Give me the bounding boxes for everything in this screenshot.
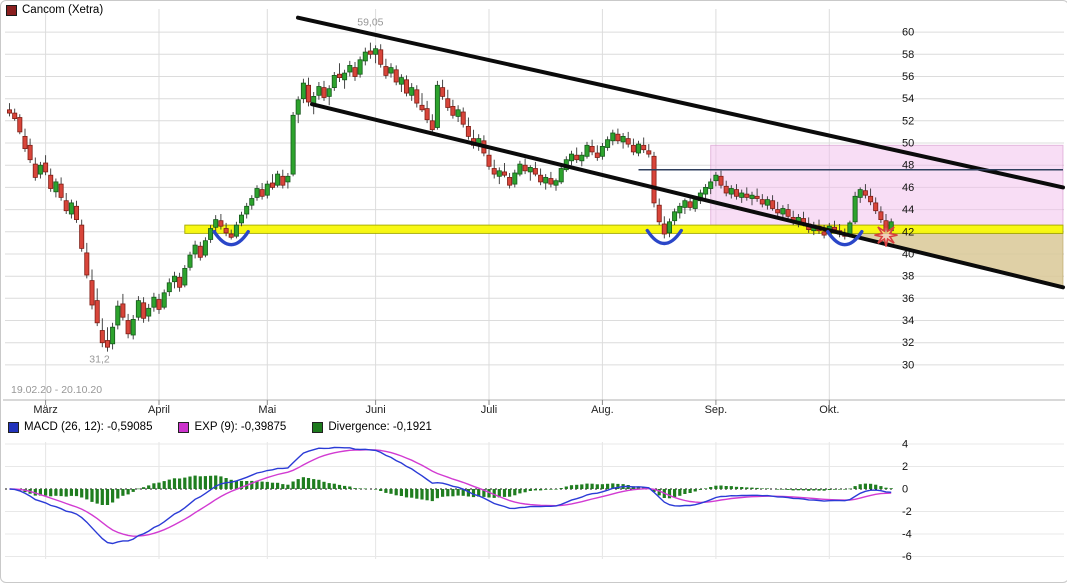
svg-text:30: 30 — [902, 359, 914, 371]
chart-header: Cancom (Xetra) — [6, 4, 103, 16]
svg-text:-4: -4 — [902, 529, 912, 541]
price-axis-labels: 30 32 34 36 38 40 42 44 46 48 50 52 54 56 58 60 — [902, 27, 914, 372]
yellow-support-band — [184, 224, 1064, 234]
svg-text:-2: -2 — [902, 506, 912, 518]
macd-legend-item: Divergence: -0,1921 — [312, 421, 432, 433]
macd-legend-label: MACD (26, 12): -0,59085 — [24, 421, 153, 433]
analysis-zones — [184, 144, 1064, 288]
macd-line-swatch — [8, 421, 19, 433]
signal-line-swatch — [178, 421, 190, 433]
svg-text:Juli: Juli — [481, 404, 498, 416]
price-annotations: 59,05 31,2 19.02.20 - 20.10.20 — [11, 17, 384, 396]
svg-text:60: 60 — [902, 27, 914, 39]
svg-text:4: 4 — [902, 439, 908, 451]
svg-text:54: 54 — [902, 93, 914, 105]
blue-arc-marker — [826, 230, 864, 247]
macd-legend-item: MACD (26, 12): -0,59085 — [8, 421, 152, 433]
svg-text:48: 48 — [902, 160, 914, 172]
pink-resistance-zone — [710, 144, 1064, 226]
macd-histogram — [13, 475, 893, 505]
svg-text:April: April — [148, 404, 170, 416]
svg-text:19.02.20 - 20.10.20: 19.02.20 - 20.10.20 — [11, 384, 102, 396]
red-star-marker — [874, 223, 898, 247]
macd-gridlines — [5, 443, 1064, 557]
svg-text:59,05: 59,05 — [357, 17, 383, 29]
svg-text:34: 34 — [902, 315, 914, 327]
svg-text:58: 58 — [902, 49, 914, 61]
series-color-swatch — [6, 4, 17, 16]
chart-title: Cancom (Xetra) — [22, 4, 104, 16]
svg-text:38: 38 — [902, 271, 914, 283]
svg-text:31,2: 31,2 — [89, 354, 110, 366]
svg-text:44: 44 — [902, 204, 914, 216]
blue-arc-marker — [645, 228, 683, 246]
macd-legend-item: EXP (9): -0,39875 — [178, 421, 286, 433]
signal-line — [9, 449, 892, 537]
svg-text:März: März — [33, 404, 57, 416]
channel-lower-line — [310, 102, 1065, 290]
svg-text:56: 56 — [902, 71, 914, 83]
signal-legend-label: EXP (9): -0,39875 — [194, 421, 287, 433]
svg-text:46: 46 — [902, 182, 914, 194]
macd-legend: MACD (26, 12): -0,59085 EXP (9): -0,3987… — [8, 421, 432, 433]
svg-text:Juni: Juni — [366, 404, 386, 416]
svg-text:Aug.: Aug. — [591, 404, 614, 416]
svg-text:36: 36 — [902, 293, 914, 305]
svg-text:Sep.: Sep. — [705, 404, 728, 416]
time-axis: März April Mai Juni Juli Aug. Sep. Okt. — [3, 399, 1065, 416]
divergence-swatch — [312, 421, 324, 433]
blue-arc-marker — [212, 230, 250, 247]
svg-text:Okt.: Okt. — [819, 404, 839, 416]
svg-text:42: 42 — [902, 226, 914, 238]
channel-upper-line — [296, 15, 1065, 190]
svg-text:50: 50 — [902, 138, 914, 150]
support-touch-arcs — [212, 223, 898, 247]
svg-text:2: 2 — [902, 461, 908, 473]
price-gridlines — [5, 31, 1064, 366]
svg-text:52: 52 — [902, 115, 914, 127]
divergence-legend-label: Divergence: -0,1921 — [328, 421, 432, 433]
macd-line — [9, 446, 892, 545]
svg-text:-6: -6 — [902, 551, 912, 563]
svg-text:32: 32 — [902, 337, 914, 349]
macd-axis-labels: 4 2 0 -2 -4 -6 — [902, 439, 912, 564]
svg-text:40: 40 — [902, 249, 914, 261]
svg-text:0: 0 — [902, 484, 908, 496]
trend-channel — [296, 15, 1065, 290]
svg-text:Mai: Mai — [258, 404, 276, 416]
